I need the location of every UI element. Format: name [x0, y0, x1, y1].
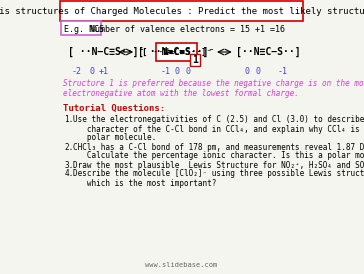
Text: -1: -1 [160, 67, 170, 76]
Text: 3.: 3. [65, 161, 74, 170]
Text: [··N≡C−S··]: [··N≡C−S··] [236, 47, 301, 57]
Text: Calculate the percentage ionic character. Is this a polar molecule?: Calculate the percentage ionic character… [73, 152, 364, 161]
FancyBboxPatch shape [190, 54, 200, 66]
Text: Lewis structures of Charged Molecules : Predict the most likely structure!: Lewis structures of Charged Molecules : … [0, 7, 364, 16]
Text: 1.: 1. [65, 116, 74, 124]
Text: [ ··N=C=S··]⁻: [ ··N=C=S··]⁻ [138, 47, 214, 57]
Text: Structure 1 is preferred because the negative charge is on the most: Structure 1 is preferred because the neg… [63, 79, 364, 89]
Text: [ ··N=C=S··]⁻: [ ··N=C=S··]⁻ [142, 47, 212, 56]
Text: Draw the most plausible  Lewis Structure for NO₂⁺, H₂SO₄ and SO₄²⁻: Draw the most plausible Lewis Structure … [73, 161, 364, 170]
Text: E.g. NCS: E.g. NCS [64, 24, 104, 33]
Text: Describe the molecule [ClO₂]⁻ using three possible Lewis structures,: Describe the molecule [ClO₂]⁻ using thre… [73, 170, 364, 178]
Text: 1: 1 [192, 55, 198, 65]
Text: character of the C-Cl bond in CCl₄, and explain why CCl₄ is a non-: character of the C-Cl bond in CCl₄, and … [73, 124, 364, 133]
Text: Number of valence electrons = 15 +1 =16: Number of valence electrons = 15 +1 =16 [90, 24, 285, 33]
Text: -1: -1 [277, 67, 287, 76]
FancyBboxPatch shape [60, 1, 303, 21]
FancyBboxPatch shape [156, 43, 197, 61]
Text: 0: 0 [174, 67, 179, 76]
Text: ⁻: ⁻ [94, 22, 99, 32]
Text: www.slidebase.com: www.slidebase.com [146, 262, 218, 268]
Text: -2: -2 [71, 67, 81, 76]
FancyBboxPatch shape [60, 21, 101, 35]
Text: electronegative atom with the lowest formal charge.: electronegative atom with the lowest for… [63, 90, 299, 98]
Text: +1: +1 [99, 67, 109, 76]
Text: which is the most important?: which is the most important? [73, 178, 216, 187]
Text: 0: 0 [186, 67, 191, 76]
Text: Use the electronegativities of C (2.5) and Cl (3.0) to describe the: Use the electronegativities of C (2.5) a… [73, 116, 364, 124]
Text: 0: 0 [256, 67, 261, 76]
Text: CHCl₃ has a C-Cl bond of 178 pm, and measurements reveal 1.87 D.: CHCl₃ has a C-Cl bond of 178 pm, and mea… [73, 142, 364, 152]
Text: [ ··N−C≡S··]⁻: [ ··N−C≡S··]⁻ [68, 47, 145, 57]
Text: Tutorial Questions:: Tutorial Questions: [63, 104, 165, 113]
Text: 0: 0 [244, 67, 249, 76]
Text: 4.: 4. [65, 170, 74, 178]
Text: 2.: 2. [65, 142, 74, 152]
Text: polar molecule.: polar molecule. [73, 133, 156, 142]
Text: 0: 0 [89, 67, 94, 76]
